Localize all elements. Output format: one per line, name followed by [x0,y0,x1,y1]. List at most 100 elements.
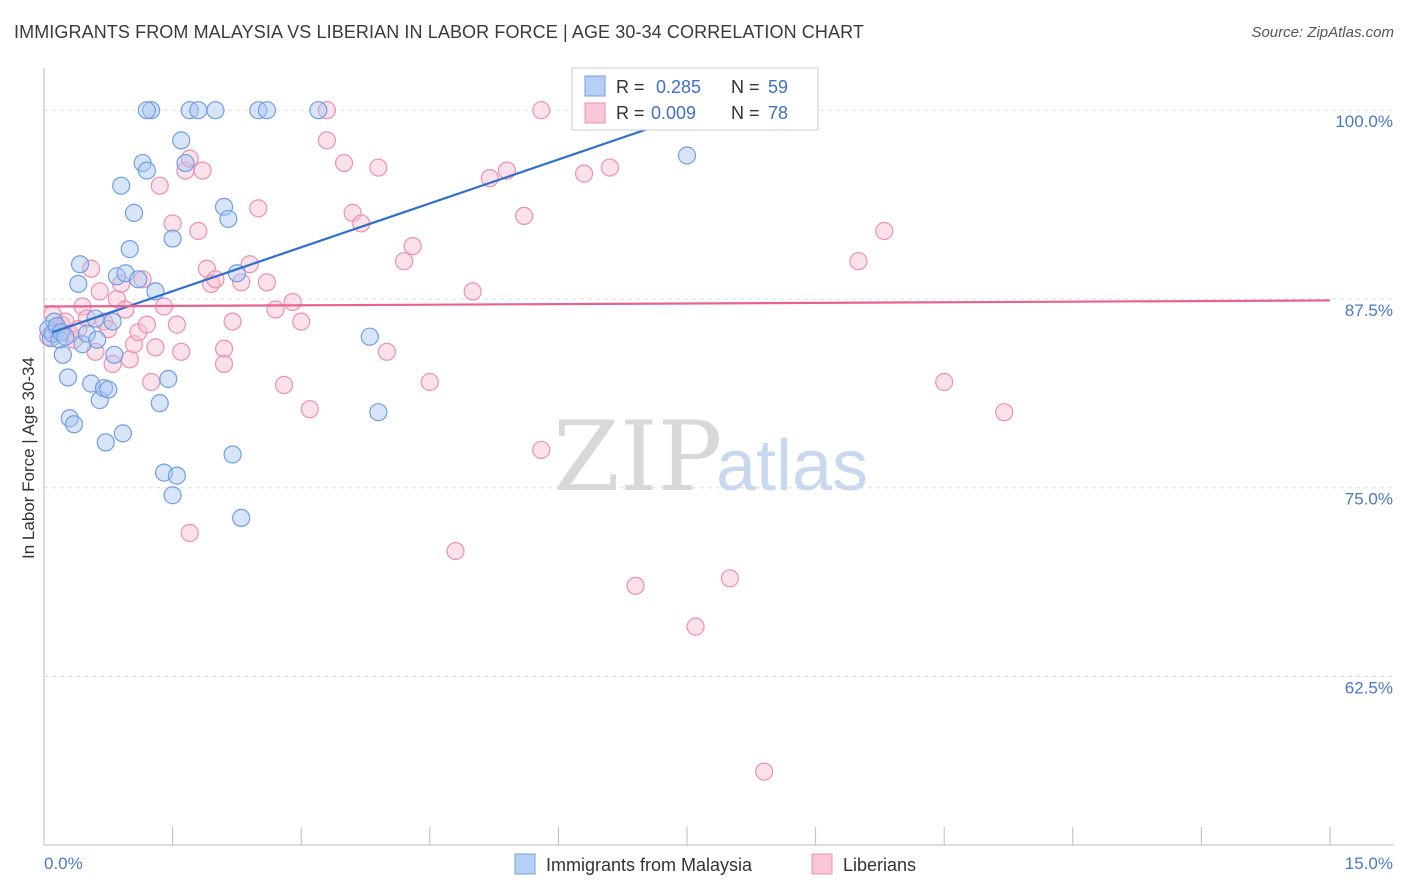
liberians-point [90,282,109,301]
malaysia-point [360,327,379,346]
malaysia-point [214,197,234,216]
malaysia-point [73,335,92,354]
legend-n-value-1: 59 [768,77,788,97]
liberians-point [935,372,954,392]
malaysia-point [206,101,225,120]
malaysia-point [113,424,132,443]
liberians-point [103,354,122,373]
liberians-point [995,403,1014,422]
grid-lines [44,109,1394,677]
malaysia-point [129,270,148,289]
malaysia-point [677,146,697,165]
liberians-point [214,354,234,373]
malaysia-point [103,312,122,331]
liberians-point [193,161,212,180]
malaysia-point [163,229,182,248]
liberians-point [223,312,242,331]
source-credit: Source: ZipAtlas.com [1251,24,1394,41]
liberians-point [249,199,268,218]
liberians-point [403,237,422,256]
bottom-legend: Immigrants from Malaysia Liberians [514,853,916,875]
liberians-point [150,176,169,195]
liberians-points [39,101,1014,781]
liberians-trend-line [43,299,1331,308]
liberians-point [849,252,868,271]
liberians-point [163,214,182,233]
malaysia-point [223,445,242,464]
malaysia-point [58,368,78,387]
malaysia-point [159,369,178,389]
watermark-atlas: atlas [716,426,868,506]
malaysia-point [163,486,182,505]
malaysia-point [257,101,277,120]
liberians-point [232,273,251,292]
legend-r-label-1: R = [616,77,645,97]
watermark-zip: ZIP [553,401,722,513]
liberians-point [600,158,619,177]
malaysia-point [96,433,115,452]
liberians-point [142,372,161,392]
bottom-legend-swatch-malaysia [514,853,536,875]
malaysia-point [88,330,107,349]
liberians-point [133,270,152,289]
liberians-point [720,569,739,588]
malaysia-point [64,415,84,434]
trend-lines [43,94,1331,334]
malaysia-point [189,101,208,120]
legend-n-value-2: 78 [768,103,788,123]
malaysia-trend-line [52,94,748,334]
malaysia-point [150,394,169,413]
liberians-point [875,221,894,241]
legend-n-label-2: N = [731,103,760,123]
malaysia-point [69,274,88,293]
y-tick-label: 87.5% [1345,301,1393,320]
malaysia-point [309,101,328,120]
liberians-point [266,300,285,319]
liberians-point [214,339,234,358]
malaysia-points [39,101,697,528]
bottom-legend-label-liberians: Liberians [843,855,916,875]
malaysia-point [369,403,388,422]
legend-r-label-2: R = [616,103,645,123]
liberians-point [257,273,277,292]
liberians-point [172,342,191,361]
liberians-point [292,312,311,331]
malaysia-point [124,203,144,222]
liberians-point [446,542,465,561]
liberians-point [137,315,156,334]
liberians-point [283,292,302,312]
y-axis-label: In Labor Force | Age 30-34 [19,357,38,559]
malaysia-point [120,240,139,259]
legend-swatch-liberians [584,102,606,124]
malaysia-point [105,345,124,364]
liberians-point [626,576,645,595]
liberians-point [463,282,482,301]
watermark: ZIP atlas [553,401,868,513]
legend-r-value-2: 0.009 [651,103,696,123]
malaysia-point [77,324,96,343]
y-tick-label: 62.5% [1345,678,1393,697]
liberians-point [334,153,354,173]
legend-frame [571,67,819,131]
liberians-point [189,221,208,241]
bottom-legend-label-malaysia: Immigrants from Malaysia [546,855,753,875]
chart-title: IMMIGRANTS FROM MALAYSIA VS LIBERIAN IN … [14,22,864,42]
malaysia-point [176,153,195,173]
malaysia-point [167,466,186,485]
liberians-point [167,315,186,334]
liberians-point [300,400,319,419]
liberians-point [532,440,551,460]
malaysia-point [99,380,118,399]
malaysia-point [70,255,90,274]
liberians-point [317,131,337,150]
y-tick-label: 100.0% [1335,112,1393,131]
y-tick-labels: 62.5% 75.0% 87.5% 100.0% [1335,112,1393,697]
malaysia-point [232,508,251,528]
liberians-point [377,342,397,361]
legend-r-value-1: 0.285 [656,77,701,97]
bottom-legend-swatch-liberians [811,853,833,875]
liberians-point [82,259,101,278]
liberians-point [274,375,294,395]
legend-n-label-1: N = [731,77,760,97]
